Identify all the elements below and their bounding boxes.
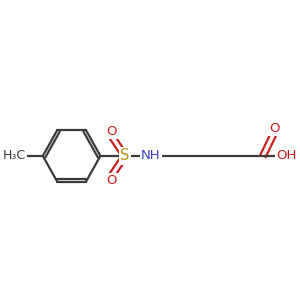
- Text: O: O: [269, 122, 280, 135]
- Text: S: S: [120, 148, 130, 164]
- Text: O: O: [107, 174, 117, 187]
- Text: O: O: [107, 125, 117, 138]
- Text: H₃C: H₃C: [2, 149, 26, 162]
- Text: OH: OH: [276, 149, 297, 162]
- Text: NH: NH: [141, 149, 161, 162]
